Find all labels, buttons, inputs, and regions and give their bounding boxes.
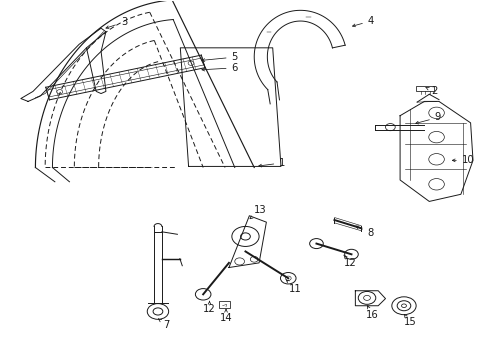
Text: 9: 9 (415, 112, 440, 124)
Text: 12: 12 (203, 301, 215, 314)
Bar (219, 301, 229, 308)
Text: 15: 15 (403, 314, 415, 327)
Text: 16: 16 (365, 306, 378, 320)
Text: 1: 1 (258, 158, 285, 168)
Text: 3: 3 (106, 17, 127, 28)
Text: 10: 10 (451, 156, 473, 165)
Text: 11: 11 (286, 280, 301, 294)
Text: 7: 7 (158, 319, 169, 330)
Text: 13: 13 (249, 205, 266, 219)
Text: 5: 5 (202, 52, 238, 62)
Text: 6: 6 (202, 63, 238, 73)
Text: 14: 14 (219, 309, 232, 323)
Bar (415, 86, 433, 91)
Text: 12: 12 (343, 255, 356, 268)
Text: 2: 2 (425, 86, 436, 96)
Text: 4: 4 (352, 16, 373, 27)
Text: 8: 8 (355, 226, 373, 238)
